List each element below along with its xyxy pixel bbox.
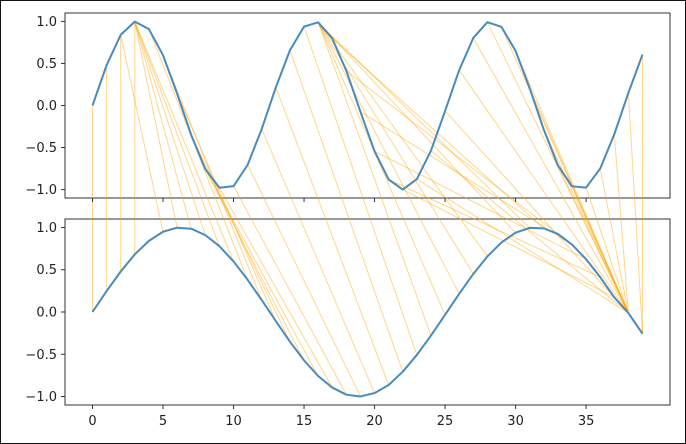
connection-line bbox=[571, 186, 629, 314]
connection-line bbox=[317, 22, 446, 315]
top-ytick-label: 1.0 bbox=[36, 15, 57, 30]
connection-line bbox=[458, 69, 629, 314]
bottom-ytick-label: 0.5 bbox=[36, 263, 57, 278]
connection-line bbox=[303, 26, 418, 356]
connection-line bbox=[134, 21, 178, 228]
top-ytick-label: 0.0 bbox=[36, 99, 57, 114]
connection-line bbox=[275, 87, 390, 386]
connection-line bbox=[529, 87, 629, 314]
bottom-xtick-label: 35 bbox=[578, 414, 595, 429]
connection-line bbox=[134, 21, 220, 247]
bottom-ytick-label: −0.5 bbox=[25, 348, 57, 363]
connection-line bbox=[289, 50, 404, 372]
connection-line bbox=[204, 168, 305, 361]
connection-line bbox=[374, 150, 587, 260]
top-ytick-label: 0.5 bbox=[36, 57, 57, 72]
connection-line bbox=[233, 185, 347, 395]
connection-line bbox=[416, 178, 629, 314]
bottom-ytick-label: 1.0 bbox=[36, 221, 57, 236]
connection-line bbox=[134, 21, 206, 236]
top-ytick-label: −1.0 bbox=[25, 183, 57, 198]
bottom-ytick-label: −1.0 bbox=[25, 390, 57, 405]
connection-line bbox=[515, 50, 629, 314]
connection-line bbox=[486, 21, 629, 314]
connection-line bbox=[317, 22, 432, 336]
connection-line bbox=[317, 21, 516, 234]
connection-line bbox=[627, 92, 643, 334]
connection-line bbox=[317, 22, 460, 295]
connection-line bbox=[360, 111, 573, 245]
bottom-xtick-label: 25 bbox=[437, 414, 454, 429]
connection-line bbox=[472, 37, 629, 314]
connection-line bbox=[543, 129, 629, 314]
connection-line bbox=[501, 26, 629, 314]
connection-line bbox=[585, 187, 629, 314]
connection-line bbox=[247, 164, 361, 397]
connection-line bbox=[134, 21, 234, 262]
bottom-ytick-label: 0.0 bbox=[36, 306, 57, 321]
bottom-axes-frame bbox=[64, 218, 671, 406]
connection-line bbox=[134, 21, 192, 229]
connection-line bbox=[402, 189, 615, 298]
connection-line bbox=[120, 34, 164, 232]
connection-line bbox=[176, 93, 277, 322]
bottom-xtick-label: 15 bbox=[296, 414, 313, 429]
top-series-line bbox=[91, 20, 644, 191]
bottom-xtick-label: 30 bbox=[507, 414, 524, 429]
connection-line bbox=[317, 22, 488, 257]
connection-line bbox=[557, 165, 629, 314]
connection-line bbox=[346, 70, 559, 235]
top-ytick-label: −0.5 bbox=[25, 141, 57, 156]
connection-line bbox=[430, 150, 629, 314]
connection-line bbox=[599, 168, 629, 314]
bottom-xtick-label: 0 bbox=[88, 414, 96, 429]
connection-line bbox=[317, 21, 531, 229]
bottom-series-line bbox=[91, 226, 644, 398]
bottom-xtick-label: 5 bbox=[159, 414, 167, 429]
connection-line bbox=[613, 134, 629, 314]
connection-line bbox=[204, 168, 319, 377]
connection-line bbox=[388, 179, 601, 278]
connection-line bbox=[261, 128, 376, 394]
connection-line bbox=[218, 187, 333, 388]
bottom-xtick-label: 20 bbox=[366, 414, 383, 429]
top-axes-frame bbox=[64, 12, 671, 199]
connection-line bbox=[190, 134, 291, 342]
bottom-xtick-label: 10 bbox=[225, 414, 242, 429]
connection-line bbox=[444, 110, 629, 314]
